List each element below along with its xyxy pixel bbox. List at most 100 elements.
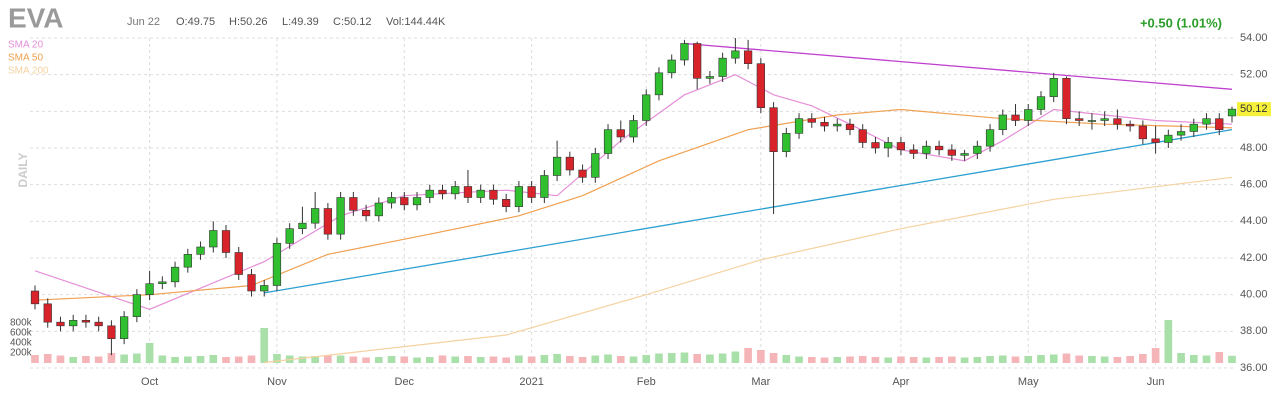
volume-bar [655, 353, 663, 363]
volume-bar [196, 356, 205, 363]
candle-body [540, 175, 549, 198]
y-tick-label: 46.00 [1240, 179, 1268, 191]
volume-bar [833, 357, 842, 363]
candle-body [1151, 138, 1160, 143]
candle-body [718, 57, 727, 77]
volume-bar [31, 355, 39, 363]
candle-body [858, 129, 867, 143]
candle-body [412, 197, 422, 206]
candle-body [400, 197, 409, 206]
candle-body [871, 142, 880, 149]
candle-body [947, 149, 956, 156]
candle-body [81, 320, 91, 323]
volume-bar [374, 357, 383, 363]
candle-body [451, 186, 460, 195]
volume-bar [120, 354, 128, 363]
candle-body [743, 50, 753, 64]
candle-body [680, 43, 689, 61]
candle-body [489, 189, 498, 200]
candle-body [1075, 118, 1084, 121]
volume-bar [476, 357, 485, 363]
volume-bar [1177, 353, 1185, 363]
volume-bar [400, 356, 409, 363]
volume-bar [922, 357, 931, 363]
volume-bar [387, 356, 396, 363]
high-label: H:50.26 [229, 16, 268, 28]
volume-bar [69, 357, 78, 363]
candle-body [578, 169, 587, 178]
x-tick-label: Feb [637, 376, 656, 388]
candle-body [234, 252, 243, 275]
volume-bar [425, 357, 434, 363]
volume-bar [489, 356, 498, 363]
volume-bar [1202, 355, 1211, 363]
trendline [684, 42, 1233, 90]
candle-body [387, 197, 396, 204]
candle-body [667, 59, 676, 74]
candle-body [629, 120, 638, 138]
candle-body [884, 142, 893, 149]
trendline [264, 129, 1233, 294]
ticker: EVA [8, 2, 64, 33]
volume-bar [260, 328, 269, 363]
volume-bar [948, 356, 956, 363]
candle-body [1215, 118, 1224, 130]
x-tick-label: Apr [892, 376, 909, 388]
volume-bar [56, 355, 65, 363]
volume-bar [897, 356, 905, 363]
candle-body [94, 321, 103, 327]
low-label: L:49.39 [282, 16, 319, 28]
volume-bar [909, 357, 918, 363]
candle-body [807, 118, 816, 123]
candle-body [1062, 78, 1071, 119]
candle-body [463, 186, 473, 198]
volume-tick-label: 400k [10, 338, 33, 349]
indicator-line [264, 176, 1233, 364]
volume-bar [578, 357, 587, 363]
date: Jun 22 [127, 16, 160, 28]
volume-bar [718, 353, 727, 363]
volume-bar [1215, 352, 1224, 363]
volume-bar [362, 357, 370, 363]
volume-bar [183, 356, 192, 363]
volume-bar [540, 355, 549, 363]
candle-body [285, 228, 294, 244]
volume-bar [438, 355, 447, 363]
candle-body [476, 189, 485, 198]
volume-bar [502, 357, 510, 363]
candle-body [998, 114, 1007, 130]
volume-bar [82, 356, 90, 363]
volume-bar [986, 356, 994, 363]
volume-bar [311, 356, 319, 363]
candle-body [896, 142, 906, 151]
volume-bar [1075, 355, 1084, 363]
x-tick-label: May [1018, 376, 1039, 388]
volume-bar [782, 355, 791, 363]
volume-bar [1151, 348, 1160, 363]
y-tick-label: 54.00 [1240, 32, 1268, 44]
candle-body [514, 186, 524, 207]
candle-body [985, 129, 995, 147]
volume-bar [1189, 355, 1198, 363]
volume-bar [807, 357, 816, 363]
candle-body [272, 243, 282, 286]
candle-body [603, 129, 613, 154]
candle-body [107, 325, 116, 339]
volume-bar [553, 354, 561, 363]
volume-bar [757, 350, 765, 363]
interval-label: DAILY [16, 153, 30, 188]
candle-body [145, 283, 154, 295]
volume-bar [222, 357, 230, 363]
candle-body [973, 145, 982, 154]
volume-bar [566, 356, 574, 363]
volume-bar [744, 348, 752, 363]
candle-body [502, 199, 511, 207]
candle-body [769, 107, 778, 152]
y-tick-label: 36.00 [1240, 362, 1268, 374]
candle-body [1202, 118, 1211, 125]
volume-bar [1139, 354, 1147, 363]
volume-bar [998, 355, 1007, 363]
volume-tick-label: 600k [10, 328, 33, 339]
candle-body [30, 290, 40, 305]
candle-body [591, 153, 600, 178]
